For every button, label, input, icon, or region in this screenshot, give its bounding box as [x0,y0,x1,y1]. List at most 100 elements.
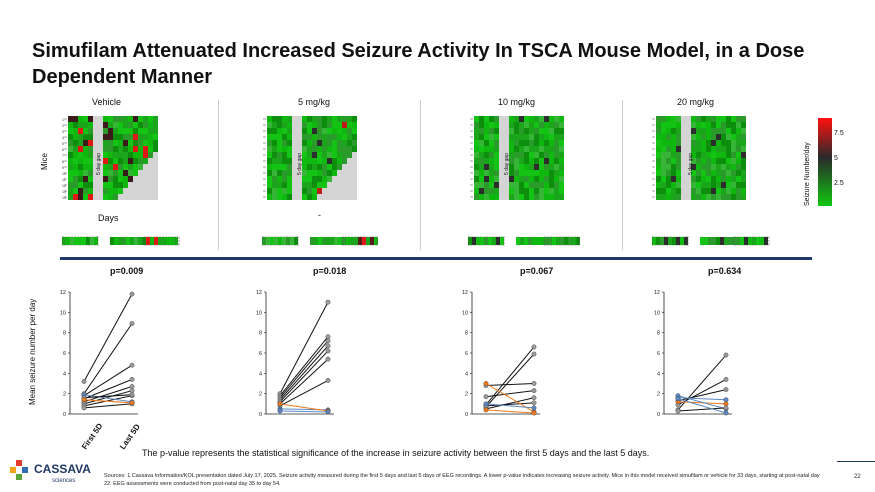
heatmap-cell [514,158,519,164]
strip-cell [62,237,66,245]
heatmap-cell [108,140,113,146]
heatmap-cell [113,158,118,164]
heatmap-cell [504,152,509,158]
heatmap-cell [716,164,721,170]
logo-sub: sciences [52,478,75,484]
strip-cell [278,237,282,245]
heatmap-cell [484,152,489,158]
heatmap-cell [474,134,479,140]
heatmap-cell [489,116,494,122]
heatmap-cell [352,158,357,164]
heatmap-cell [153,152,158,158]
heatmap-cell [68,146,73,152]
heatmap-cell [494,170,499,176]
heatmap-cell [539,176,544,182]
heatmap-cell [133,146,138,152]
heatmap-cell [108,134,113,140]
heatmap-cell [83,158,88,164]
heatmap-cell [68,158,73,164]
heatmap-cell [113,170,118,176]
heatmap-cell [337,122,342,128]
heatmap-cell [143,152,148,158]
heatmap-cell [544,134,549,140]
heatmap-cell [549,176,554,182]
heatmap-cell [93,152,98,158]
heatmap-cell [696,128,701,134]
heatmap-cell [292,152,297,158]
heatmap-cell [287,134,292,140]
heatmap-cell [317,170,322,176]
plot-y-tick-label: 4 [259,371,262,377]
heatmap-cell [661,188,666,194]
heatmap-cell [128,146,133,152]
strip-cell [158,237,162,245]
heatmap-cell [292,164,297,170]
heatmap-cell [108,164,113,170]
plot-y-tick-label: 8 [63,331,66,337]
heatmap-cell [73,140,78,146]
heatmap-cell [128,122,133,128]
heatmap-cell [118,116,123,122]
heatmap-cell [549,140,554,146]
heatmap-cell [671,158,676,164]
heatmap-cell [108,152,113,158]
heatmap-cell [123,152,128,158]
heatmap-cell [731,116,736,122]
heatmap-cell [133,116,138,122]
heatmap-cell [474,140,479,146]
heatmap-cell [741,146,746,152]
heatmap-cell [78,164,83,170]
heatmap-cell [287,158,292,164]
heatmap-cell [317,128,322,134]
heatmap-cell [534,134,539,140]
plot-data-point [531,344,537,350]
heatmap-cell [741,152,746,158]
heatmap-cell [539,158,544,164]
heatmap-cell [287,182,292,188]
heatmap-cell [138,176,143,182]
strip-cell [564,237,568,245]
heatmap-cell [701,188,706,194]
heatmap-cell [302,152,307,158]
heatmap-cell [88,194,93,200]
heatmap-cell [524,194,529,200]
heatmap-cell [656,146,661,152]
plot-series-line [279,340,329,399]
plot-series-line [83,293,133,382]
heatmap-cell [277,158,282,164]
heatmap-cell [696,122,701,128]
heatmap-cell [297,158,302,164]
plot-series-line [83,394,133,403]
heatmap-cell [539,134,544,140]
heatmap-cell [706,182,711,188]
strip-cell [346,237,350,245]
heatmap-cell [671,146,676,152]
heatmap-cell [307,182,312,188]
heatmap-cell [292,128,297,134]
heatmap-cell [549,146,554,152]
heatmap-cell [148,146,153,152]
heatmap-cell [153,194,158,200]
heatmap-cell [741,122,746,128]
heatmap-cell [312,158,317,164]
heatmap-cell [499,176,504,182]
heatmap-cell [696,176,701,182]
gap-label-5mg: 5 day gap [297,153,303,175]
heatmap-cell [524,158,529,164]
heatmap-cell [277,164,282,170]
heatmap-cell [272,146,277,152]
heatmap-cell [534,116,539,122]
heatmap-cell [148,134,153,140]
plot-y-tick-label: 0 [465,412,468,418]
heatmap-10mg [470,116,564,200]
plot-y-axis-label: Mean seizure number per day [28,298,37,405]
heatmap-cell [153,116,158,122]
heatmap-cell [103,134,108,140]
heatmap-cell [297,116,302,122]
heatmap-cell [509,158,514,164]
heatmap-cell [661,194,666,200]
plot-data-point [325,343,331,349]
heatmap-cell [509,164,514,170]
heatmap-cell [128,194,133,200]
heatmap-cell [499,158,504,164]
